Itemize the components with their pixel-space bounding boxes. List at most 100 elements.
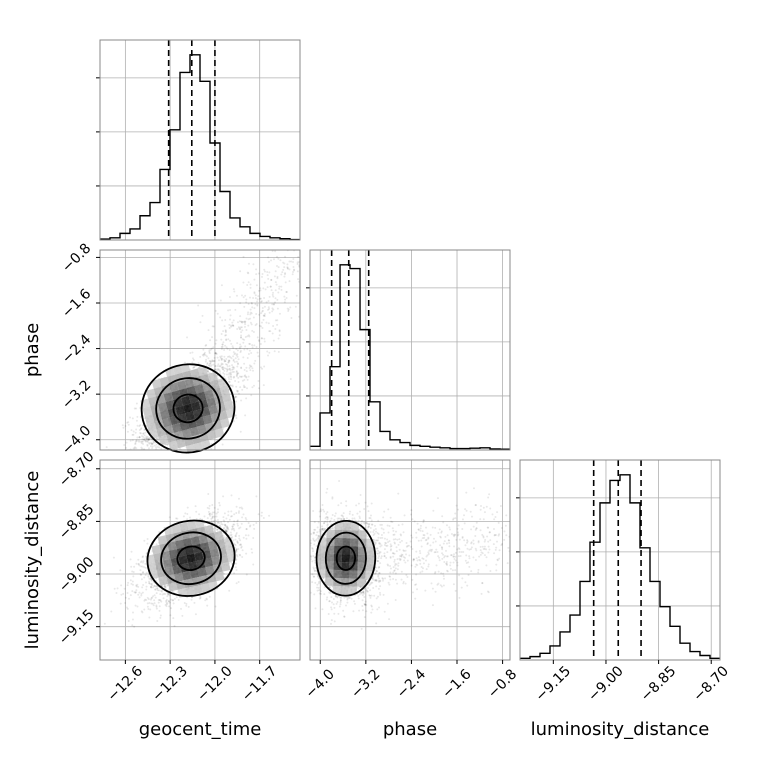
scatter-point [251,344,254,347]
scatter-point [277,257,280,260]
scatter-point [228,377,231,380]
scatter-point [145,437,148,440]
scatter-point [219,316,222,319]
scatter-point [276,298,279,301]
density-cell [179,421,190,431]
scatter-point [260,325,263,328]
scatter-point [235,550,238,553]
scatter-point [209,514,212,517]
density-cell [218,410,229,421]
scatter-point [261,310,264,313]
scatter-point [166,454,168,456]
scatter-point [253,362,256,365]
scatter-point [154,453,156,455]
scatter-point [214,352,217,355]
density-cell [163,392,174,403]
scatter-point [253,307,256,310]
scatter-point [126,421,129,424]
scatter-point [210,520,213,523]
scatter-point [262,314,265,317]
scatter-point [145,437,148,440]
scatter-point [219,299,222,302]
scatter-point [239,351,242,354]
scatter-point [233,513,236,516]
scatter-point [225,530,228,533]
scatter-point [254,303,257,306]
scatter-point [259,289,262,292]
scatter-point [231,366,234,369]
scatter-point [256,304,259,307]
scatter-point [158,609,161,612]
scatter-point [156,589,159,592]
scatter-point [146,542,149,545]
scatter-point [133,407,136,410]
scatter-point [272,339,275,342]
scatter-point [274,319,277,322]
scatter-point [231,527,234,530]
scatter-point [205,344,208,347]
scatter-point [125,446,128,449]
scatter-point [238,506,241,509]
scatter-point [231,371,234,374]
scatter-point [249,283,252,286]
scatter-point [138,564,141,567]
scatter-point [268,330,271,333]
y-tick-label: −0.8 [59,240,94,275]
scatter-point [137,439,140,442]
density-blocks [140,362,236,455]
scatter-point [150,579,153,582]
scatter-point [246,284,249,287]
scatter-point [263,337,266,340]
scatter-point [210,364,213,367]
scatter-point [228,380,231,383]
scatter-point [128,451,130,453]
scatter-point [165,600,168,603]
scatter-point [277,291,280,294]
scatter-point [135,589,138,592]
scatter-point [289,377,292,380]
density-cell [169,382,179,393]
scatter-point [147,438,150,441]
scatter-point [246,271,249,274]
scatter-point [239,543,242,546]
scatter-point [241,375,244,378]
scatter-point [249,369,252,372]
scatter-point [233,523,236,526]
scatter-point [227,361,230,364]
scatter-point [209,361,212,364]
scatter-point [138,436,141,439]
scatter-point [232,355,235,358]
scatter-point [214,522,217,525]
scatter-point [227,528,230,531]
scatter-point [236,541,239,544]
scatter-point [132,430,135,433]
scatter-point [160,456,162,458]
scatter-point [218,501,221,504]
scatter-point [235,354,238,357]
scatter-point [169,452,171,454]
density-cell [150,404,160,414]
scatter-point [212,359,215,362]
scatter-point [212,363,215,366]
scatter-point [228,360,231,363]
contour-line [140,363,236,454]
scatter-point [235,375,238,378]
scatter-point [213,515,216,518]
scatter-point [239,315,242,318]
scatter-point [129,416,132,419]
scatter-point [224,529,227,532]
scatter-point [209,362,212,365]
scatter-point [298,246,300,248]
scatter-point [233,366,236,369]
scatter-point [229,314,232,317]
scatter-point [249,321,252,324]
scatter-point [270,278,273,281]
scatter-point [134,475,136,477]
scatter-point [236,541,239,544]
scatter-point [293,269,296,272]
scatter-point [231,384,234,387]
scatter-point [234,534,237,537]
scatter-point [139,431,142,434]
scatter-point [297,278,300,281]
scatter-point [230,342,233,345]
